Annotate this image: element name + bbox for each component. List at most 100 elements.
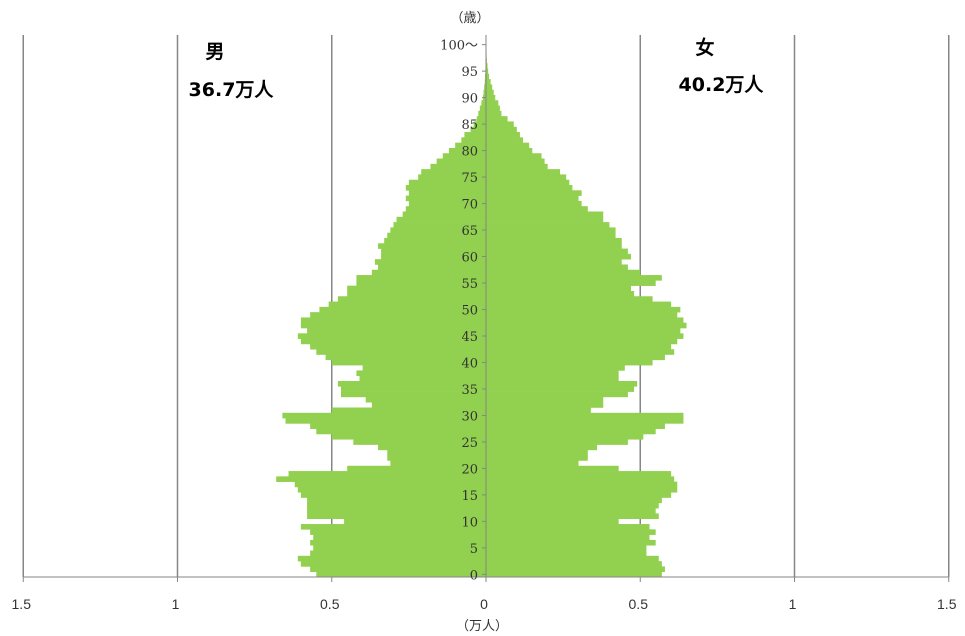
x-tick-label: 1 xyxy=(789,596,797,612)
male-bar xyxy=(310,539,486,546)
male-bar xyxy=(316,571,486,578)
y-tick-label: 60 xyxy=(461,251,478,266)
female-bar xyxy=(486,545,647,551)
female-bar xyxy=(486,79,491,85)
y-tick-label: 65 xyxy=(461,224,478,239)
female-bar xyxy=(486,259,622,265)
female-bar xyxy=(486,100,499,106)
male-bar xyxy=(448,147,486,154)
female-bar xyxy=(486,343,672,350)
y-tick-label: 80 xyxy=(461,145,478,160)
female-bar xyxy=(486,285,631,292)
y-tick-label: 0 xyxy=(470,568,478,583)
male-bar xyxy=(378,264,486,271)
female-bar xyxy=(486,174,567,181)
x-axis-title: （万人） xyxy=(456,619,508,634)
male-bar xyxy=(300,317,486,324)
male-bar xyxy=(341,391,486,398)
male-bar xyxy=(378,243,486,249)
male-bar xyxy=(310,312,486,318)
male-bar xyxy=(479,105,486,112)
female-bar xyxy=(486,502,659,509)
female-bar xyxy=(486,529,656,535)
female-bar xyxy=(486,418,684,424)
male-bar xyxy=(393,222,486,228)
female-bar xyxy=(486,110,502,117)
male-bar xyxy=(310,550,486,557)
y-tick-label: 35 xyxy=(461,383,478,398)
female-bar xyxy=(486,386,635,392)
female-bar xyxy=(486,407,591,414)
y-tick-label: 40 xyxy=(461,356,478,371)
female-bar xyxy=(486,163,548,170)
female-bar xyxy=(486,561,662,567)
female-bar xyxy=(486,142,530,149)
female-bar xyxy=(486,301,672,308)
male-bar xyxy=(307,508,486,514)
female-bar xyxy=(486,375,619,382)
female-bar xyxy=(486,137,524,143)
female-bar xyxy=(486,539,656,546)
female-bar xyxy=(486,206,588,212)
female-bar xyxy=(486,391,628,398)
male-bar xyxy=(405,185,486,191)
female-bar xyxy=(486,338,678,345)
female-bar xyxy=(486,227,616,233)
male-bar xyxy=(464,132,486,138)
y-tick-label: 30 xyxy=(461,409,478,424)
male-bar xyxy=(307,502,486,509)
female-bar xyxy=(486,524,650,530)
y-tick-label: 55 xyxy=(461,277,478,292)
male-bar xyxy=(390,460,486,467)
male-bar xyxy=(470,126,486,133)
y-tick-label: 45 xyxy=(461,330,478,345)
male-bar xyxy=(402,211,486,218)
male-bar xyxy=(442,153,486,159)
female-bar xyxy=(486,195,579,202)
male-bar xyxy=(319,306,486,313)
female-bar xyxy=(486,465,619,472)
female-bar xyxy=(486,328,681,334)
female-bar xyxy=(486,222,610,228)
male-bar xyxy=(297,333,486,339)
male-bar xyxy=(378,444,486,451)
female-label: 女 xyxy=(695,36,714,59)
male-bar xyxy=(356,275,486,281)
male-bar xyxy=(331,407,486,414)
female-bar xyxy=(486,211,604,218)
female-bar xyxy=(486,248,628,255)
male-bar xyxy=(461,137,486,143)
male-bar xyxy=(387,455,486,461)
female-bar xyxy=(486,232,616,239)
female-bar xyxy=(486,449,588,456)
y-tick-label: 85 xyxy=(461,118,478,133)
male-bar xyxy=(481,100,486,106)
y-tick-label: 5 xyxy=(470,542,478,557)
male-bar xyxy=(384,237,486,244)
male-bar xyxy=(347,465,486,472)
female-bar xyxy=(486,423,665,429)
female-bar xyxy=(486,264,628,271)
female-bar xyxy=(486,147,533,154)
male-bar xyxy=(282,412,486,419)
female-bar xyxy=(486,365,625,371)
male-bar xyxy=(300,338,486,345)
male-bar xyxy=(297,486,486,493)
male-bar xyxy=(396,216,486,223)
male-total: 36.7万人 xyxy=(189,79,275,101)
male-bar xyxy=(436,158,486,165)
male-bar xyxy=(430,163,486,170)
male-bar xyxy=(347,285,486,292)
x-tick-label: 0.5 xyxy=(320,596,340,612)
female-bar xyxy=(486,73,490,80)
female-bar xyxy=(486,84,493,90)
female-bar xyxy=(486,89,494,96)
male-bar xyxy=(371,402,486,408)
male-bar xyxy=(300,524,486,530)
male-bar xyxy=(356,280,486,286)
male-bar xyxy=(337,381,486,387)
female-bar xyxy=(486,471,672,477)
male-bar xyxy=(455,142,486,149)
bars-group xyxy=(276,42,687,578)
male-bar xyxy=(310,566,486,573)
